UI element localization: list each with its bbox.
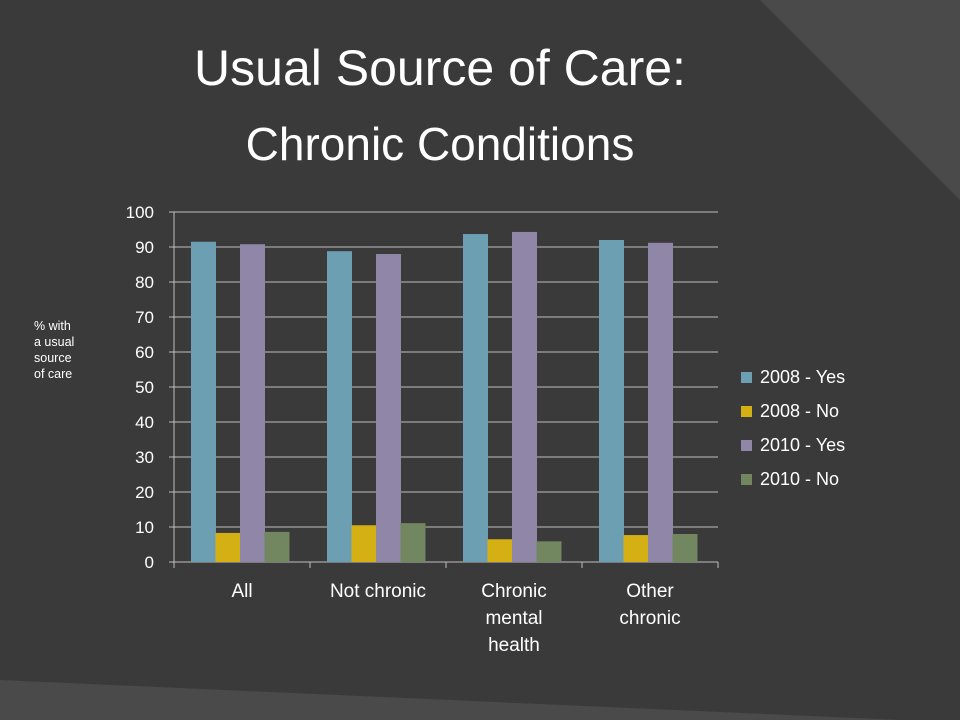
y-axis-label-line: source — [34, 351, 72, 365]
y-tick-label: 10 — [135, 518, 154, 537]
plot-area: 0 10 20 30 40 50 60 70 80 90 100 All Not chronic Chr… — [126, 203, 719, 656]
bar — [215, 532, 241, 562]
x-tick-labels: All Not chronic Chronic mental health Other ch… — [231, 581, 680, 656]
y-tick-label: 100 — [126, 203, 154, 222]
bar — [264, 531, 290, 562]
bar — [376, 254, 401, 562]
bar — [536, 541, 562, 562]
y-tick-label: 70 — [135, 308, 154, 327]
y-tick-label: 40 — [135, 413, 154, 432]
y-tick-labels: 0 10 20 30 40 50 60 70 80 90 100 — [126, 203, 154, 572]
bar — [599, 240, 624, 562]
bar — [240, 244, 265, 562]
x-tick-label: health — [488, 635, 540, 656]
bars — [191, 231, 698, 563]
y-axis-label: % with a usual source of care — [34, 318, 94, 382]
bar — [351, 525, 377, 562]
y-tick-label: 50 — [135, 378, 154, 397]
bar — [648, 242, 673, 563]
x-tick-label: mental — [485, 608, 542, 629]
x-tick-label: Not chronic — [330, 581, 426, 602]
legend-label: 2008 - No — [760, 401, 839, 421]
legend-swatch — [741, 440, 752, 451]
bar — [623, 535, 649, 562]
y-axis-label-line: a usual — [34, 335, 75, 349]
y-axis-label-line: % with — [34, 319, 71, 333]
y-tick-label: 0 — [145, 553, 154, 572]
y-tick-label: 20 — [135, 483, 154, 502]
x-tick-label: Chronic — [481, 581, 546, 602]
y-tick-label: 30 — [135, 448, 154, 467]
y-tick-label: 60 — [135, 343, 154, 362]
x-tick-label: chronic — [619, 608, 680, 629]
legend-swatch — [741, 406, 752, 417]
slide-title-line2: Chronic Conditions — [245, 118, 635, 170]
bar — [400, 523, 426, 562]
y-tick-label: 90 — [135, 238, 154, 257]
bar — [463, 234, 488, 563]
slide-title-line1: Usual Source of Care: — [194, 40, 686, 96]
bar — [327, 251, 352, 562]
decor-stripe-top — [760, 0, 960, 200]
bar — [487, 539, 513, 562]
decor-stripe-bottom — [0, 680, 900, 720]
x-tick-label: All — [231, 581, 252, 602]
bar — [512, 231, 537, 562]
legend-label: 2010 - Yes — [760, 435, 845, 455]
x-tick-label: Other — [626, 581, 674, 602]
y-tick-label: 80 — [135, 273, 154, 292]
y-axis-label-line: of care — [34, 367, 73, 381]
bar — [191, 241, 216, 562]
legend-swatch — [741, 474, 752, 485]
legend-swatch — [741, 372, 752, 383]
legend-label: 2010 - No — [760, 469, 839, 489]
legend: 2008 - Yes 2008 - No 2010 - Yes 2010 - No — [741, 367, 845, 489]
bar — [672, 534, 698, 562]
legend-label: 2008 - Yes — [760, 367, 845, 387]
